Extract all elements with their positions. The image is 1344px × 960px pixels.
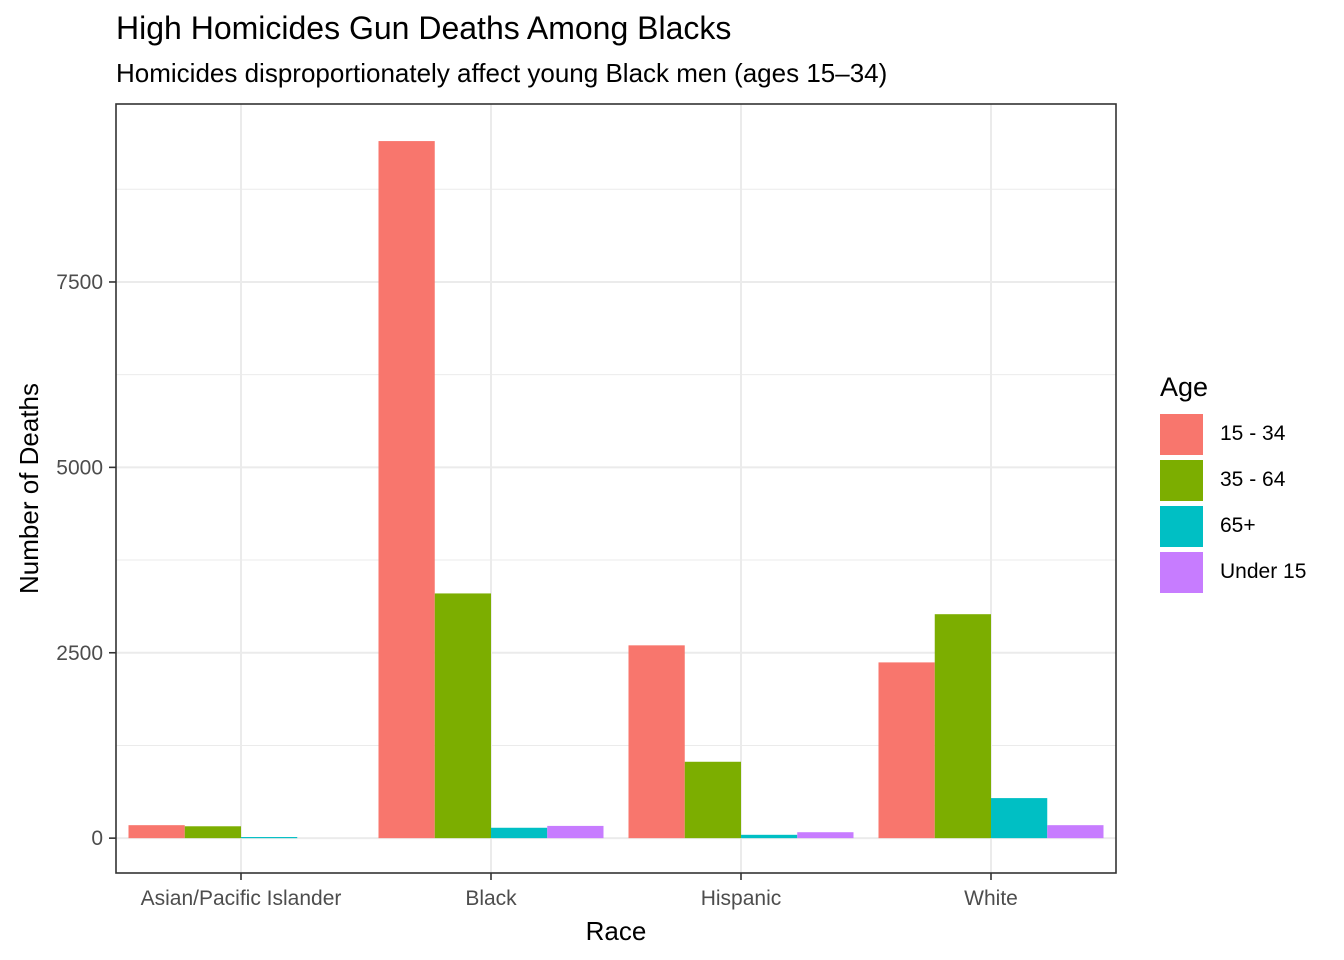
y-tick-label: 5000 <box>56 456 103 479</box>
y-axis-title: Number of Deaths <box>14 383 44 594</box>
legend-key-swatch <box>1160 505 1203 547</box>
bar <box>128 825 185 839</box>
bar <box>241 837 298 839</box>
y-tick-label: 2500 <box>56 642 103 665</box>
x-tick-label: White <box>964 887 1018 910</box>
y-tick-label: 0 <box>91 827 103 850</box>
legend-item: 15 - 34 <box>1160 411 1306 457</box>
bar <box>434 593 491 839</box>
x-axis-title: Race <box>586 916 647 946</box>
chart-subtitle: Homicides disproportionately affect youn… <box>116 58 888 88</box>
x-tick-label: Asian/Pacific Islander <box>141 887 342 910</box>
legend-label: 35 - 64 <box>1220 468 1286 491</box>
bars <box>128 141 1104 839</box>
legend-item: 65+ <box>1160 503 1306 549</box>
chart-title: High Homicides Gun Deaths Among Blacks <box>116 10 732 46</box>
legend-items: 15 - 34 35 - 64 65+ Under 15 <box>1160 411 1306 595</box>
legend-label: Under 15 <box>1220 560 1307 583</box>
bar <box>684 761 741 839</box>
y-tick-label: 7500 <box>56 271 103 294</box>
x-tick-label: Black <box>465 887 517 910</box>
bar <box>991 798 1048 839</box>
plot-panel-border <box>115 103 1117 874</box>
legend-item: 35 - 64 <box>1160 457 1306 503</box>
bar <box>547 825 604 839</box>
legend-item: Under 15 <box>1160 549 1306 595</box>
axes: 0 2500 5000 7500 Asian/Pacific Islander Black… <box>56 271 1018 910</box>
legend-title: Age <box>1160 372 1209 402</box>
bar <box>628 645 685 839</box>
bar <box>878 662 935 839</box>
x-tick-label: Hispanic <box>701 887 782 910</box>
bar <box>378 141 435 839</box>
bar <box>491 827 548 839</box>
legend-label: 65+ <box>1220 514 1256 537</box>
bar <box>797 832 854 839</box>
legend-key-swatch <box>1160 459 1203 501</box>
legend-key-swatch <box>1160 551 1203 593</box>
bar <box>934 614 991 839</box>
bar <box>1047 825 1104 839</box>
bar <box>741 834 798 839</box>
legend: Age 15 - 34 35 - 64 65+ Under 15 <box>1160 372 1306 595</box>
bar <box>184 826 241 839</box>
legend-label: 15 - 34 <box>1220 422 1286 445</box>
legend-key-swatch <box>1160 413 1203 455</box>
